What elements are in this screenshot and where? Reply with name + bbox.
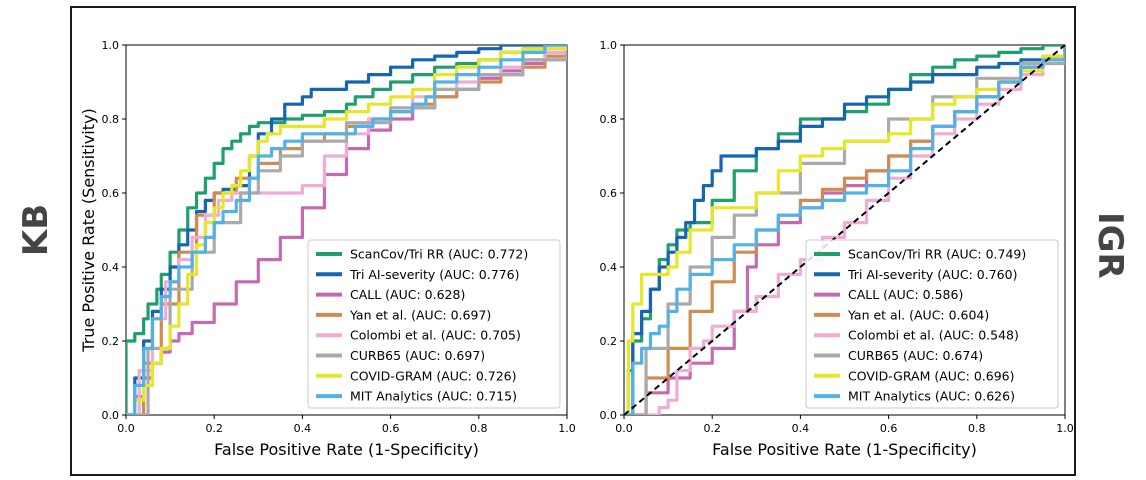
legend-entry: ScanCov/Tri RR (AUC: 0.772): [350, 247, 528, 262]
legend-box: [307, 239, 561, 409]
x-tick-label: 0.0: [615, 422, 633, 435]
x-axis-label: False Positive Rate (1-Specificity): [214, 440, 479, 459]
y-tick-label: 0.4: [600, 261, 618, 274]
legend-entry: Yan et al. (AUC: 0.604): [847, 307, 989, 322]
legend-entry: CURB65 (AUC: 0.674): [848, 348, 983, 363]
y-tick-label: 1.0: [102, 39, 120, 52]
panel-igr: 0.0 0.2 0.4 0.6 0.8 1.0 0.0 0.2 0.4 0.6 0.8 1.0 Fals…: [600, 39, 1074, 459]
x-tick-label: 0.4: [294, 422, 312, 435]
legend-entry: COVID-GRAM (AUC: 0.696): [848, 368, 1015, 383]
legend-entry: MIT Analytics (AUC: 0.715): [350, 389, 517, 404]
legend-entry: COVID-GRAM (AUC: 0.726): [350, 368, 517, 383]
x-tick-label: 0.6: [382, 422, 400, 435]
legend-entry: Tri AI-severity (AUC: 0.760): [847, 267, 1017, 282]
y-tick-label: 0.8: [600, 113, 618, 126]
x-tick-label: 1.0: [1056, 422, 1074, 435]
roc-line-mit: [126, 45, 567, 415]
y-tick-label: 0.2: [600, 335, 618, 348]
y-tick-label: 0.8: [102, 113, 120, 126]
x-tick-label: 0.2: [205, 422, 223, 435]
legend-entry: CURB65 (AUC: 0.697): [350, 348, 485, 363]
legend-entry: Tri AI-severity (AUC: 0.776): [349, 267, 519, 282]
legend-entry: Yan et al. (AUC: 0.697): [349, 307, 491, 322]
x-tick-label: 0.8: [470, 422, 488, 435]
y-tick-label: 0.0: [600, 409, 618, 422]
roc-line-curb65: [126, 45, 567, 415]
x-tick-label: 1.0: [558, 422, 576, 435]
x-tick-label: 0.2: [703, 422, 721, 435]
legend-entry: CALL (AUC: 0.586): [848, 287, 963, 302]
roc-line-covidgram: [126, 45, 567, 415]
legend-entry: MIT Analytics (AUC: 0.626): [848, 389, 1015, 404]
legend-entry: Colombi et al. (AUC: 0.705): [350, 328, 521, 343]
panel-kb: 0.0 0.2 0.4 0.6 0.8 1.0 0.0 0.2 0.4 0.6 0.8 1.0 Fals…: [79, 39, 576, 459]
legend-box: [805, 239, 1059, 409]
y-tick-label: 0.4: [102, 261, 120, 274]
y-tick-label: 0.2: [102, 335, 120, 348]
roc-line-mit: [624, 45, 1065, 415]
x-tick-label: 0.0: [117, 422, 135, 435]
legend: ScanCov/Tri RR (AUC: 0.772) Tri AI-severi…: [307, 239, 561, 409]
figure-frame: [70, 6, 1076, 476]
legend-entry: Colombi et al. (AUC: 0.548): [848, 328, 1019, 343]
y-tick-label: 0.6: [600, 187, 618, 200]
y-tick-label: 0.6: [102, 187, 120, 200]
legend: ScanCov/Tri RR (AUC: 0.749) Tri AI-severi…: [805, 239, 1059, 409]
roc-line-triai: [624, 45, 1065, 415]
x-axis-label: False Positive Rate (1-Specificity): [712, 440, 977, 459]
y-tick-label: 0.0: [102, 409, 120, 422]
roc-line-covidgram: [624, 45, 1065, 415]
series-group: [126, 45, 567, 415]
y-tick-label: 1.0: [600, 39, 618, 52]
legend-entry: CALL (AUC: 0.628): [350, 287, 465, 302]
x-tick-label: 0.4: [792, 422, 810, 435]
chance-diagonal: [624, 45, 1065, 415]
legend-entry: ScanCov/Tri RR (AUC: 0.749): [848, 247, 1026, 262]
y-axis-label: True Positive Rate (Sensitivity): [79, 108, 98, 352]
x-tick-label: 0.6: [880, 422, 898, 435]
x-tick-label: 0.8: [968, 422, 986, 435]
roc-line-scancov: [126, 45, 567, 415]
